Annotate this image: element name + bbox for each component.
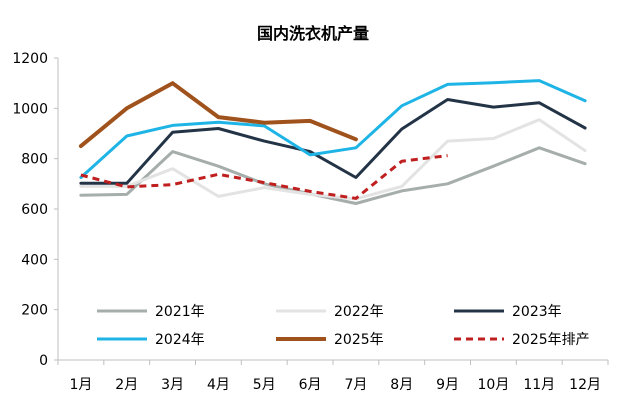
x-tick-label: 2月 — [115, 377, 138, 393]
series-line-4 — [78, 81, 358, 149]
legend-item-3: 2024年 — [97, 332, 205, 348]
legend: 2021年 2022年 2023年 2024年 2025年 2025年排产 — [97, 304, 590, 348]
axes: 0 200 400 600 800 1000 1200 1月 2月 3月 4月 5月 6月 7月 8月 9月 1… — [12, 51, 609, 393]
series-line-0 — [79, 146, 587, 205]
x-tick-label: 8月 — [390, 377, 413, 393]
x-tick-label: 6月 — [299, 377, 322, 393]
series-line-1 — [79, 118, 587, 201]
x-tick-label: 5月 — [253, 377, 276, 393]
x-tick-label: 12月 — [569, 377, 601, 393]
x-tick-label: 11月 — [523, 377, 555, 393]
x-tick-label: 4月 — [207, 377, 230, 393]
series-line-3 — [79, 79, 587, 179]
y-tick-label: 200 — [21, 303, 48, 319]
legend-label: 2023年 — [512, 304, 562, 320]
x-tick-label: 9月 — [436, 377, 459, 393]
legend-label: 2021年 — [155, 304, 205, 320]
y-tick-label: 400 — [21, 252, 48, 268]
legend-item-1: 2022年 — [276, 304, 384, 320]
legend-item-2: 2023年 — [454, 304, 562, 320]
y-tick-label: 0 — [39, 353, 48, 369]
x-tick-label: 3月 — [161, 377, 184, 393]
series-lines — [78, 79, 587, 205]
x-tick-label: 7月 — [344, 377, 367, 393]
y-tick-label: 600 — [21, 202, 48, 218]
series-line-5 — [80, 154, 448, 200]
chart-title: 国内洗衣机产量 — [257, 24, 369, 43]
x-tick-label: 10月 — [478, 377, 510, 393]
legend-label: 2025年 — [334, 332, 384, 348]
legend-label: 2022年 — [334, 304, 384, 320]
y-tick-label: 1000 — [12, 101, 48, 117]
legend-label: 2024年 — [155, 332, 205, 348]
y-tick-label: 800 — [21, 152, 48, 168]
legend-item-5: 2025年排产 — [454, 332, 590, 348]
y-tick-label: 1200 — [12, 51, 48, 67]
legend-label: 2025年排产 — [512, 332, 590, 348]
legend-item-0: 2021年 — [97, 304, 205, 320]
legend-item-4: 2025年 — [276, 332, 384, 348]
x-tick-label: 1月 — [69, 377, 92, 393]
series-line-2 — [79, 98, 587, 185]
